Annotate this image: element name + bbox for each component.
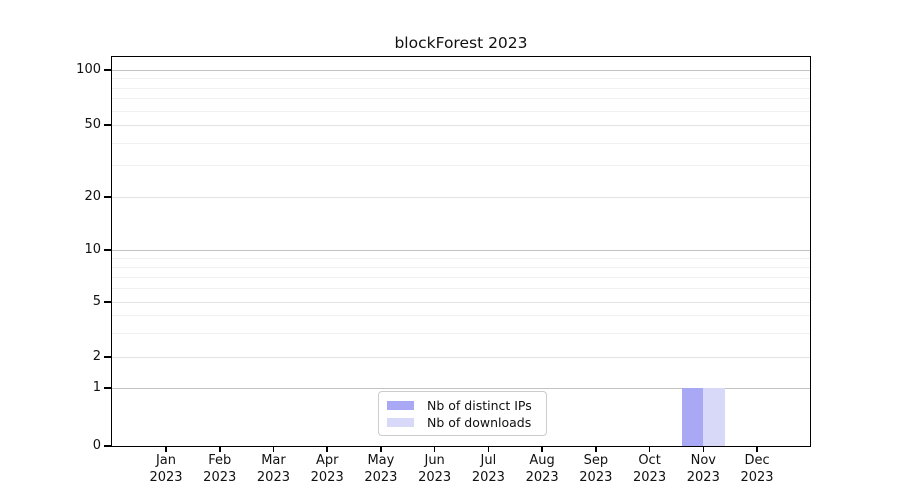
x-tick-month: Mar (261, 453, 286, 468)
x-axis-tick (702, 446, 705, 452)
legend-swatch-downloads (387, 418, 414, 427)
gridline-major (112, 250, 810, 251)
legend-label-distinct-ips: Nb of distinct IPs (427, 398, 532, 413)
x-tick-month: Apr (315, 453, 339, 468)
y-axis-tick-label: 0 (92, 438, 101, 453)
x-axis-tick (487, 446, 490, 452)
plot-area: 0 1 2 5 10 20 50 100 Jan 2023 Feb 2023 Mar 2023 Apr 202… (76, 56, 811, 485)
x-tick-year: 2023 (203, 469, 237, 485)
y-axis-tick (104, 196, 112, 198)
legend-item-downloads: Nb of downloads (387, 414, 546, 431)
x-tick-year: 2023 (364, 469, 398, 485)
gridline-minor (112, 332, 810, 334)
x-tick-month: May (367, 453, 395, 468)
x-tick-year: 2023 (686, 469, 720, 485)
y-axis-tick-label: 50 (84, 117, 101, 132)
gridline-minor (112, 98, 810, 100)
gridline-minor (112, 142, 810, 144)
chart-title: blockForest 2023 (394, 34, 528, 52)
x-axis-tick-label: Jun 2023 (403, 453, 467, 486)
y-axis-tick (104, 301, 112, 303)
x-axis-tick (326, 446, 328, 452)
x-tick-year: 2023 (418, 469, 452, 485)
y-axis-tick (104, 356, 112, 358)
x-tick-month: Jul (480, 453, 497, 468)
x-tick-year: 2023 (525, 469, 559, 485)
x-tick-month: Oct (638, 453, 661, 468)
x-tick-month: Dec (744, 453, 770, 468)
gridline-major (112, 197, 810, 198)
x-axis-tick-label: Jan 2023 (134, 453, 198, 486)
x-axis-tick (272, 446, 275, 452)
bar-distinct-ips (681, 388, 704, 446)
x-tick-month: Aug (529, 453, 555, 468)
y-axis-tick (104, 445, 112, 447)
gridline-major (112, 125, 810, 126)
x-axis-tick-label: Aug 2023 (510, 453, 574, 486)
x-tick-month: Sep (583, 453, 609, 468)
y-axis-tick-label: 2 (92, 349, 101, 364)
x-axis-tick (648, 446, 651, 452)
x-axis-tick (218, 446, 221, 452)
gridline-minor (112, 87, 810, 89)
y-axis-tick (104, 124, 112, 126)
y-axis-tick-label: 1 (92, 380, 101, 395)
gridline-minor (112, 257, 810, 259)
y-axis-tick (104, 69, 112, 71)
legend: Nb of distinct IPs Nb of downloads (378, 391, 547, 436)
x-axis-tick-label: Jul 2023 (456, 453, 520, 486)
x-axis-tick (541, 446, 543, 452)
gridline-major (112, 302, 810, 303)
x-axis-tick (595, 446, 597, 452)
legend-swatch-distinct-ips (387, 401, 414, 410)
y-axis-tick (104, 387, 112, 389)
y-axis-tick (104, 249, 112, 251)
x-axis-tick-label: Mar 2023 (241, 453, 305, 486)
gridline-major (112, 70, 810, 71)
x-tick-year: 2023 (149, 469, 183, 485)
x-axis-tick (433, 446, 436, 452)
x-axis-tick-label: Oct 2023 (618, 453, 682, 486)
gridline-minor (112, 288, 810, 290)
gridline-minor (112, 165, 810, 167)
x-axis-tick-label: Dec 2023 (725, 453, 789, 486)
x-axis-tick (165, 446, 167, 452)
gridline-minor (112, 276, 810, 278)
gridline-major (112, 388, 810, 389)
y-axis-tick-label: 5 (92, 294, 101, 309)
x-tick-year: 2023 (633, 469, 667, 485)
x-axis-tick-label: Apr 2023 (295, 453, 359, 486)
gridline-minor (112, 78, 810, 80)
x-axis-tick-label: May 2023 (349, 453, 413, 486)
legend-item-distinct-ips: Nb of distinct IPs (387, 397, 546, 414)
x-tick-month: Jun (424, 453, 445, 468)
gridline-major (112, 357, 810, 358)
gridline-minor (112, 110, 810, 112)
x-tick-year: 2023 (310, 469, 344, 485)
x-axis-tick-label: Sep 2023 (564, 453, 628, 486)
x-tick-month: Nov (690, 453, 716, 468)
x-axis-tick (756, 446, 758, 452)
x-axis-tick (380, 446, 382, 452)
x-tick-month: Jan (155, 453, 177, 468)
x-tick-month: Feb (208, 453, 232, 468)
bar-downloads (703, 388, 725, 446)
x-tick-year: 2023 (471, 469, 505, 485)
x-tick-year: 2023 (740, 469, 774, 485)
legend-label-downloads: Nb of downloads (427, 415, 532, 430)
x-tick-year: 2023 (579, 469, 613, 485)
x-axis-tick-label: Feb 2023 (188, 453, 252, 486)
x-axis-tick-label: Nov 2023 (671, 453, 735, 486)
x-tick-year: 2023 (256, 469, 290, 485)
gridline-minor (112, 315, 810, 317)
y-axis-tick-label: 10 (84, 242, 101, 257)
y-axis-tick-label: 20 (84, 189, 101, 204)
y-axis-tick-label: 100 (76, 62, 101, 77)
gridline-minor (112, 266, 810, 268)
